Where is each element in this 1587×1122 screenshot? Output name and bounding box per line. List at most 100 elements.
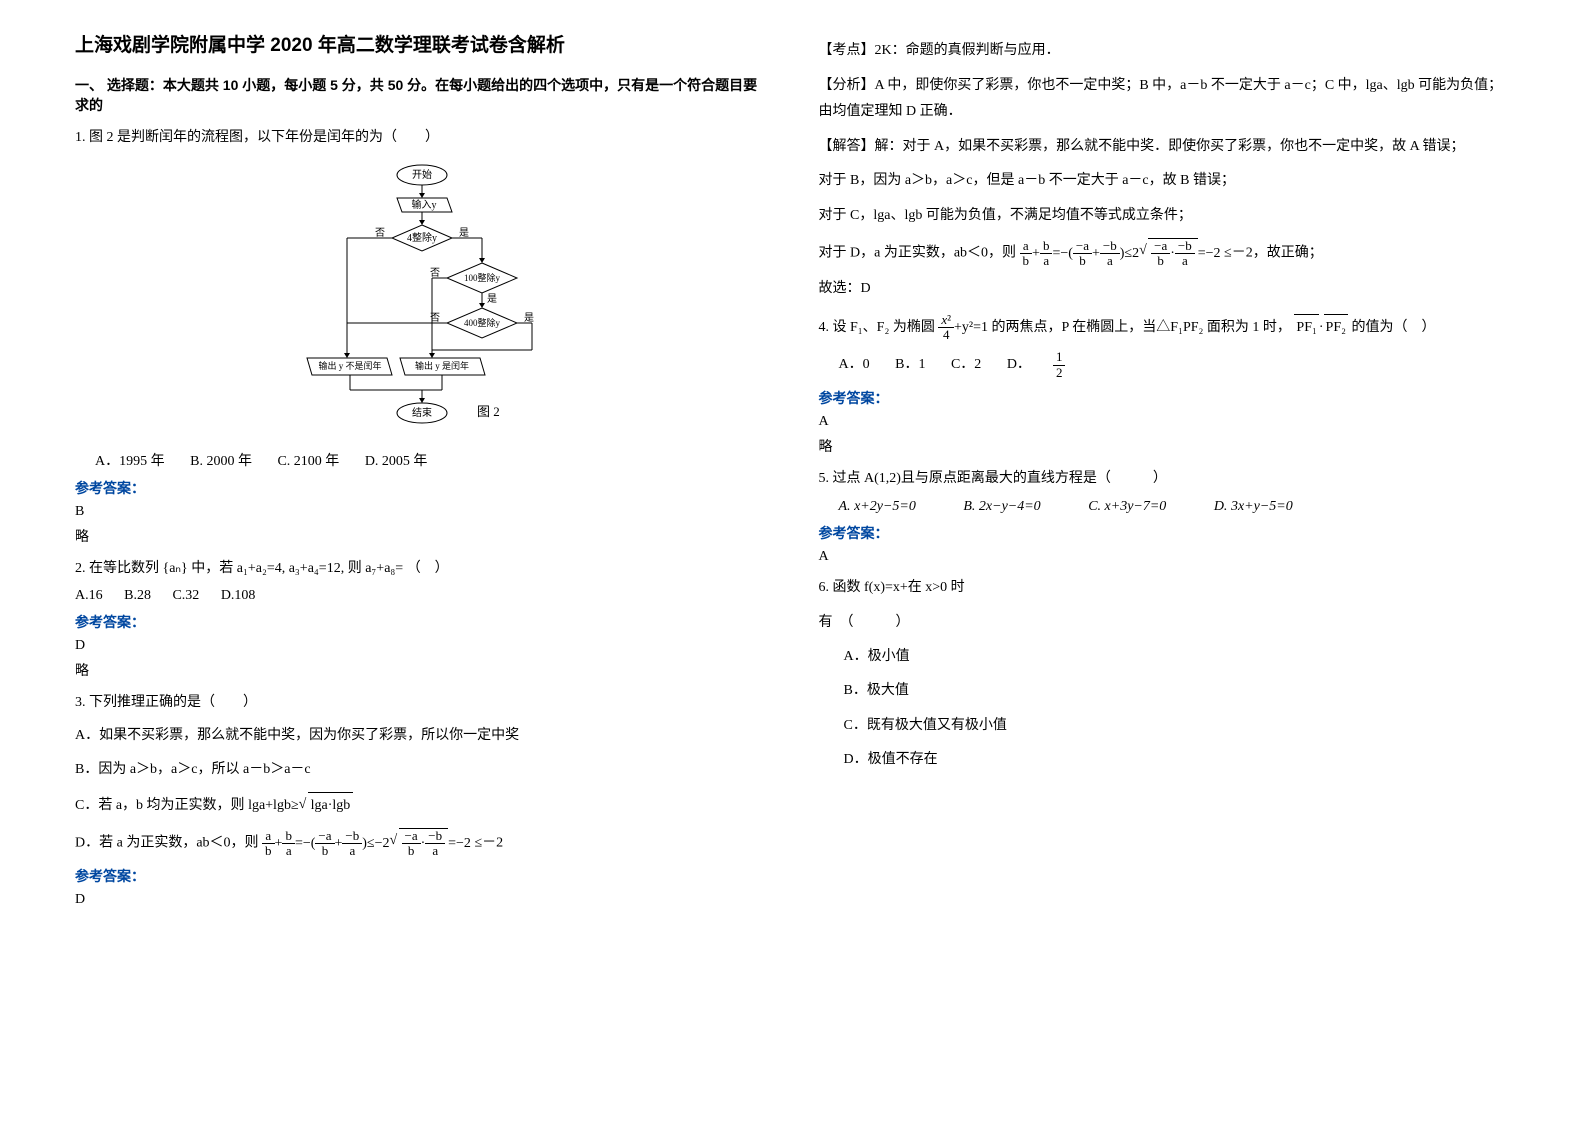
q6-text: 6. 函数 f(x)=x+在 x>0 时 <box>819 575 1513 600</box>
q6-options: A．极小值 B．极大值 C．既有极大值又有极小值 D．极值不存在 <box>844 644 1513 774</box>
analysis-jieda-c: 对于 C，lga、lgb 可能为负值，不满足均值不等式成立条件； <box>819 203 1513 230</box>
q5-opt-a: A. x+2y−5=0 <box>839 499 938 514</box>
flow-out-not: 输出 y 不是闰年 <box>318 360 381 371</box>
q5a-f: x+2y−5=0 <box>854 499 916 514</box>
q2-prefix: 2. 在等比数列 <box>75 561 159 576</box>
jieda-d-prefix: 对于 D，a 为正实数，ab＜0，则 <box>819 245 1017 260</box>
q6-text2: 有 （ ） <box>819 610 1513 635</box>
q2-opt-a: A.16 <box>75 588 103 603</box>
q2-opt-c: C.32 <box>172 588 199 603</box>
kaodian-label: 【考点】 <box>819 43 875 58</box>
q1-answer-label: 参考答案： <box>75 478 769 498</box>
analysis-kaodian: 【考点】2K：命题的真假判断与应用． <box>819 38 1513 65</box>
q4-brief: 略 <box>819 436 1513 456</box>
q2-answer-label: 参考答案： <box>75 612 769 632</box>
flow-cond2: 100整除y <box>464 272 501 283</box>
q3d-formula: ab+ba=−(−ab+−ba)≤−2−ab·−ba=−2 <box>262 828 471 859</box>
q2-opt-b: B.28 <box>124 588 151 603</box>
q3d-prefix: D．若 a 为正实数，ab＜0，则 <box>75 835 259 850</box>
q5-options: A. x+2y−5=0 B. 2x−y−4=0 C. x+3y−7=0 D. 3… <box>839 499 1513 515</box>
q1-opt-b: B. 2000 年 <box>190 454 252 469</box>
q1-brief: 略 <box>75 526 769 546</box>
flow-yes-2: 是 <box>487 293 497 305</box>
fenxi-text: A 中，即使你买了彩票，你也不一定中奖；B 中，a－b 不一定大于 a－c；C … <box>819 78 1503 120</box>
q5-answer-label: 参考答案： <box>819 523 1513 543</box>
q2-brief: 略 <box>75 660 769 680</box>
q2-options: A.16 B.28 C.32 D.108 <box>75 588 769 604</box>
q1-text: 1. 图 2 是判断闰年的流程图，以下年份是闰年的为（ ） <box>75 125 769 150</box>
q2-target: a₇+a₈= <box>365 556 403 581</box>
q2-end-text: 则 <box>348 561 362 576</box>
right-column: 【考点】2K：命题的真假判断与应用． 【分析】A 中，即使你买了彩票，你也不一定… <box>794 30 1538 1092</box>
q5-answer: A <box>819 549 1513 565</box>
analysis-jieda-a: 【解答】解：对于 A，如果不买彩票，那么就不能中奖．即使你买了彩票，你也不一定中… <box>819 134 1513 161</box>
q4-vec2: PF₂ <box>1324 314 1348 340</box>
q1-opt-a: A．1995 年 <box>95 454 165 469</box>
jieda-a-text: 解：对于 A，如果不买彩票，那么就不能中奖．即使你买了彩票，你也不一定中奖，故 … <box>875 139 1465 154</box>
q6-opt-c: C．既有极大值又有极小值 <box>844 713 1513 740</box>
analysis-guxuan: 故选：D <box>819 276 1513 303</box>
q4-opt-d: D．12 <box>1007 357 1110 372</box>
q4-answer: A <box>819 414 1513 430</box>
q2-mid: 中，若 <box>191 561 233 576</box>
q4-text: 4. 设 F₁、F₂ 为椭圆 x²4+y²=1 的两焦点，P 在椭圆上，当△F₁… <box>819 313 1513 343</box>
q5d-f: 3x+y−5=0 <box>1231 499 1293 514</box>
flow-cond1: 4整除y <box>407 231 437 244</box>
flow-cond3: 400整除y <box>464 317 501 328</box>
q3-opt-a: A．如果不买彩票，那么就不能中奖，因为你买了彩票，所以你一定中奖 <box>75 723 769 750</box>
q3-text: 3. 下列推理正确的是（ ） <box>75 690 769 715</box>
q2-opt-d: D.108 <box>221 588 256 603</box>
q5-opt-d: D. 3x+y−5=0 <box>1214 499 1315 514</box>
q2-paren: （ ） <box>407 561 449 576</box>
q2-text: 2. 在等比数列 {aₙ} 中，若 a₁+a₂=4, a₃+a₄=12, 则 a… <box>75 556 769 581</box>
analysis-jieda-b: 对于 B，因为 a＞b，a＞c，但是 a－b 不一定大于 a－c，故 B 错误； <box>819 168 1513 195</box>
q4-options: A．0 B．1 C．2 D．12 <box>839 350 1513 380</box>
q1-answer: B <box>75 504 769 520</box>
q1-options: A．1995 年 B. 2000 年 C. 2100 年 D. 2005 年 <box>95 450 769 470</box>
q3-answer: D <box>75 892 769 908</box>
fenxi-label: 【分析】 <box>819 78 875 93</box>
q3-opt-c: C．若 a，b 均为正实数，则 lga+lgb≥lga·lgb <box>75 792 769 820</box>
q4-end: 的值为（ ） <box>1351 320 1435 335</box>
q5-opt-b: B. 2x−y−4=0 <box>963 499 1062 514</box>
q3-answer-label: 参考答案： <box>75 866 769 886</box>
flow-yes-1: 是 <box>459 227 469 239</box>
flow-fig-label: 图 2 <box>477 404 500 419</box>
q4-opt-b: B．1 <box>895 357 925 372</box>
doc-title: 上海戏剧学院附属中学 2020 年高二数学理联考试卷含解析 <box>75 30 769 57</box>
q5-text: 5. 过点 A(1,2)且与原点距离最大的直线方程是（ ） <box>819 466 1513 491</box>
q3-opt-b: B．因为 a＞b，a＞c，所以 a－b＞a－c <box>75 757 769 784</box>
q2-seq: {aₙ} <box>163 556 188 581</box>
analysis-jieda-d: 对于 D，a 为正实数，ab＜0，则 ab+ba=−(−ab+−ba)≤2−ab… <box>819 238 1513 269</box>
q5b-f: 2x−y−4=0 <box>979 499 1041 514</box>
q1-opt-c: C. 2100 年 <box>277 454 339 469</box>
q5-opt-c: C. x+3y−7=0 <box>1088 499 1188 514</box>
q5c-f: x+3y−7=0 <box>1105 499 1167 514</box>
q3d-tail: ≤－2 <box>474 835 503 850</box>
jieda-d-formula: ab+ba=−(−ab+−ba)≤2−ab·−ba=−2 <box>1020 238 1221 269</box>
jieda-label: 【解答】 <box>819 139 875 154</box>
flow-out-is: 输出 y 是闰年 <box>415 360 469 371</box>
q1-opt-d: D. 2005 年 <box>365 454 428 469</box>
jieda-d-tail: ≤－2，故正确； <box>1224 245 1323 260</box>
q4-opt-d-prefix: D． <box>1007 357 1031 372</box>
q3c-prefix: C．若 a，b 均为正实数，则 <box>75 798 245 813</box>
flow-end: 结束 <box>412 406 432 419</box>
section-1-header: 一、 选择题：本大题共 10 小题，每小题 5 分，共 50 分。在每小题给出的… <box>75 75 769 115</box>
q4-opt-c: C．2 <box>951 357 981 372</box>
flow-yes-3: 是 <box>524 312 534 324</box>
q3c-formula: lga+lgb≥lga·lgb <box>248 792 353 820</box>
q4-prefix: 4. 设 F₁、F₂ 为椭圆 <box>819 320 935 335</box>
q4-ellipse: x²4 <box>938 313 954 343</box>
q2-cond: a₁+a₂=4, a₃+a₄=12, <box>237 556 344 581</box>
q4-vec1: PF₁ <box>1294 314 1318 340</box>
flow-no-2: 否 <box>430 267 440 279</box>
flowchart-diagram: 开始 输入y 4整除y 否 是 100整除y 否 是 400整除y 是 否 <box>292 160 552 440</box>
q4-ellipse-tail: +y²=1 的两焦点，P 在椭圆上，当△F₁PF₂ 面积为 1 时， <box>954 320 1291 335</box>
flow-no-1: 否 <box>375 227 385 239</box>
q6-opt-a: A．极小值 <box>844 644 1513 671</box>
q6-opt-b: B．极大值 <box>844 678 1513 705</box>
flow-input: 输入y <box>411 198 436 211</box>
q4-answer-label: 参考答案： <box>819 388 1513 408</box>
q4-opt-a: A．0 <box>839 357 870 372</box>
